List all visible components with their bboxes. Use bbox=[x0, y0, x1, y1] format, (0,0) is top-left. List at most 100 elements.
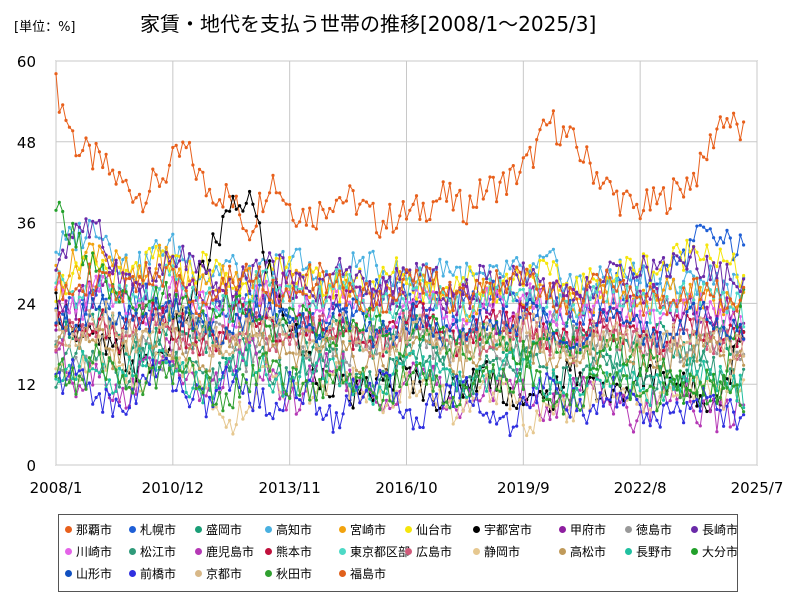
data-point bbox=[338, 384, 342, 388]
data-point bbox=[144, 304, 148, 308]
data-point bbox=[104, 266, 108, 270]
data-point bbox=[351, 282, 355, 286]
data-point bbox=[535, 332, 539, 336]
data-point bbox=[591, 403, 596, 407]
data-point bbox=[391, 270, 395, 274]
data-point bbox=[121, 370, 125, 375]
data-point bbox=[615, 348, 619, 352]
data-point bbox=[151, 167, 155, 171]
data-point bbox=[601, 181, 606, 185]
data-point bbox=[371, 354, 375, 358]
data-point bbox=[81, 229, 85, 234]
data-point bbox=[117, 170, 121, 175]
data-point bbox=[101, 165, 105, 170]
data-point bbox=[625, 315, 629, 319]
data-point bbox=[708, 321, 712, 325]
data-point bbox=[525, 355, 529, 359]
data-point bbox=[648, 208, 652, 212]
data-point bbox=[281, 256, 285, 260]
data-point bbox=[448, 299, 452, 303]
data-point bbox=[268, 324, 272, 328]
data-point bbox=[81, 283, 85, 288]
data-point bbox=[735, 253, 739, 257]
data-point bbox=[418, 361, 422, 365]
data-point bbox=[308, 289, 312, 293]
data-point bbox=[371, 249, 375, 253]
data-point bbox=[555, 279, 559, 283]
data-point bbox=[618, 304, 622, 308]
data-point bbox=[134, 295, 138, 299]
data-point bbox=[301, 345, 305, 349]
data-point bbox=[194, 270, 198, 274]
data-point bbox=[351, 340, 355, 345]
data-point bbox=[368, 320, 372, 324]
data-point bbox=[371, 402, 375, 406]
data-point bbox=[208, 187, 212, 191]
data-point bbox=[208, 395, 212, 399]
data-point bbox=[722, 353, 726, 357]
data-point bbox=[411, 349, 415, 353]
data-point bbox=[294, 329, 298, 333]
data-point bbox=[561, 385, 566, 389]
data-point bbox=[638, 349, 642, 353]
data-point bbox=[682, 331, 686, 336]
data-point bbox=[368, 306, 372, 310]
data-point bbox=[735, 122, 739, 126]
data-point bbox=[618, 383, 622, 387]
data-point bbox=[304, 333, 308, 337]
data-point bbox=[94, 307, 98, 311]
data-point bbox=[728, 323, 732, 327]
data-point bbox=[698, 285, 702, 289]
data-point bbox=[154, 239, 158, 243]
data-point bbox=[381, 369, 385, 373]
data-point bbox=[485, 411, 489, 415]
data-point bbox=[187, 346, 192, 350]
data-point bbox=[77, 231, 81, 235]
data-point bbox=[498, 367, 502, 371]
data-point bbox=[738, 315, 742, 319]
data-point bbox=[735, 275, 739, 279]
data-point bbox=[732, 423, 736, 427]
data-point bbox=[585, 145, 589, 149]
data-point bbox=[601, 404, 606, 408]
data-point bbox=[712, 146, 716, 150]
data-point bbox=[271, 359, 275, 363]
data-point bbox=[81, 323, 85, 327]
data-point bbox=[157, 338, 162, 342]
data-point bbox=[438, 359, 442, 363]
data-point bbox=[284, 366, 288, 370]
data-point bbox=[712, 306, 716, 311]
data-point bbox=[498, 335, 502, 339]
data-point bbox=[61, 277, 65, 281]
data-point bbox=[91, 338, 95, 342]
data-point bbox=[488, 277, 492, 281]
data-point bbox=[71, 236, 75, 240]
data-point bbox=[228, 388, 232, 392]
data-point bbox=[361, 298, 365, 302]
data-point bbox=[702, 344, 706, 348]
data-point bbox=[358, 202, 362, 206]
data-point bbox=[224, 183, 228, 187]
data-point bbox=[722, 350, 726, 354]
data-point bbox=[571, 127, 576, 131]
data-point bbox=[268, 412, 272, 416]
data-point bbox=[97, 350, 101, 354]
data-point bbox=[461, 352, 465, 356]
data-point bbox=[661, 256, 666, 260]
data-point bbox=[127, 406, 131, 410]
data-point bbox=[64, 367, 68, 371]
data-point bbox=[381, 276, 385, 280]
data-point bbox=[498, 276, 502, 280]
data-point bbox=[685, 238, 689, 242]
data-point bbox=[358, 348, 362, 352]
data-point bbox=[224, 259, 228, 263]
data-point bbox=[635, 202, 639, 206]
data-point bbox=[601, 348, 606, 352]
data-point bbox=[455, 354, 459, 358]
data-point bbox=[101, 293, 105, 297]
data-point bbox=[685, 176, 689, 180]
data-point bbox=[197, 336, 202, 340]
data-point bbox=[298, 313, 302, 317]
data-point bbox=[505, 279, 509, 283]
data-point bbox=[678, 250, 682, 254]
